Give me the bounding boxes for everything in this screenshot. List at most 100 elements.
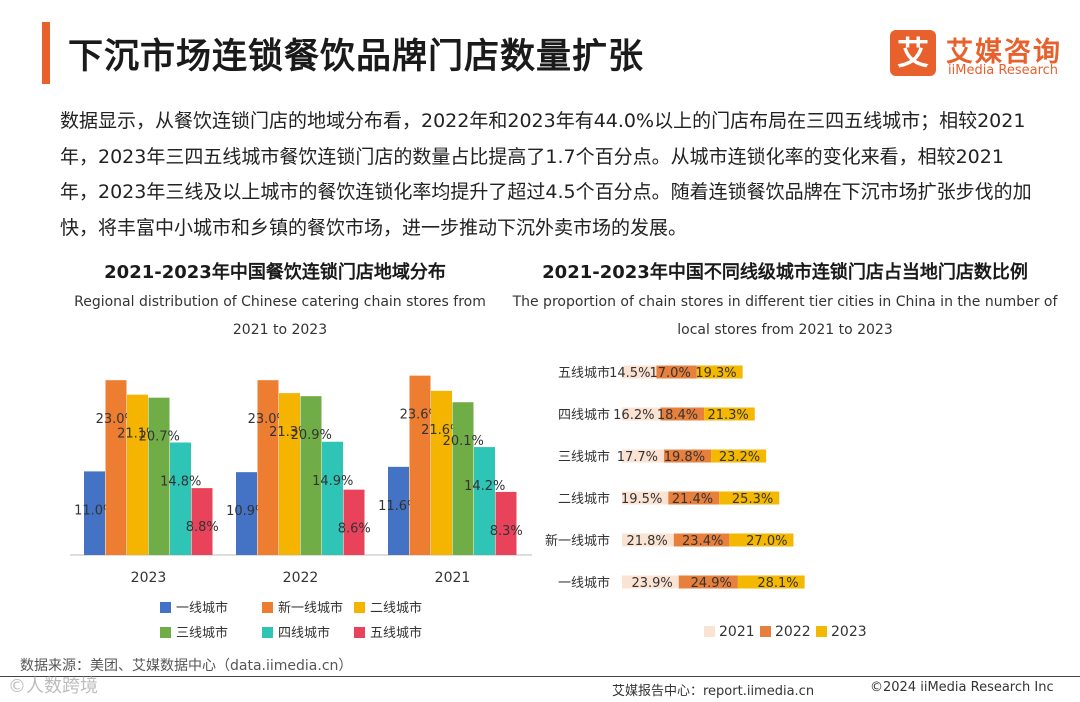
segment-label-新一线城市-2022: 23.4% — [682, 534, 723, 549]
footer-divider — [0, 676, 1080, 677]
legend-label-2023: 2023 — [831, 624, 867, 640]
bar-2021-三线城市 — [452, 402, 474, 555]
logo-en-text: iiMedia Research — [948, 63, 1059, 78]
right-chart-title: 2021-2023年中国不同线级城市连锁门店占当地门店数比例 — [542, 262, 1028, 283]
segment-一线城市-2022 — [678, 575, 738, 589]
segment-五线城市-2021 — [622, 365, 657, 379]
bar-2021-一线城市 — [388, 466, 409, 555]
bar-label-2023-一线城市: 11.0% — [74, 503, 115, 518]
legend-label-五线城市: 五线城市 — [370, 625, 422, 641]
bar-label-2023-二线城市: 21.1% — [117, 427, 158, 442]
legend-swatch-2023 — [816, 626, 827, 637]
y-tick-一线城市: 一线城市 — [558, 575, 610, 591]
segment-label-四线城市-2022: 18.4% — [657, 408, 698, 423]
segment-五线城市-2022 — [656, 365, 697, 379]
legend-label-一线城市: 一线城市 — [176, 600, 228, 616]
segment-label-二线城市-2021: 19.5% — [621, 492, 662, 507]
segment-label-二线城市-2023: 25.3% — [732, 492, 773, 507]
segment-五线城市-2023 — [696, 365, 743, 379]
segment-label-五线城市-2023: 19.3% — [695, 366, 736, 381]
segment-一线城市-2021 — [622, 575, 679, 589]
bar-label-2023-五线城市: 8.8% — [186, 520, 219, 535]
logo-icon: 艾 — [890, 30, 936, 76]
logo-cn-text: 艾媒咨询 — [946, 37, 1062, 68]
segment-label-一线城市-2021: 23.9% — [631, 576, 672, 591]
bar-label-2022-一线城市: 10.9% — [226, 504, 267, 519]
legend-swatch-一线城市 — [160, 602, 171, 613]
segment-四线城市-2022 — [660, 407, 705, 421]
y-tick-新一线城市: 新一线城市 — [545, 533, 610, 549]
bar-2023-五线城市 — [191, 488, 213, 555]
bar-2021-四线城市 — [474, 447, 495, 555]
bar-2023-三线城市 — [148, 397, 170, 555]
bar-label-2022-新一线城市: 23.0% — [248, 412, 289, 427]
legend-swatch-三线城市 — [160, 627, 171, 638]
bar-label-2022-五线城市: 8.6% — [338, 522, 371, 537]
bar-label-2023-三线城市: 20.7% — [139, 430, 180, 445]
bar-label-2021-四线城市: 14.2% — [464, 479, 505, 494]
footer-copyright: ©2024 iiMedia Research Inc — [870, 680, 1054, 695]
segment-label-四线城市-2023: 21.3% — [707, 408, 748, 423]
bar-2023-二线城市 — [127, 394, 148, 555]
legend-swatch-五线城市 — [354, 627, 365, 638]
bar-2022-新一线城市 — [257, 380, 279, 555]
intro-paragraph: 数据显示，从餐饮连锁门店的地域分布看，2022年和2023年有44.0%以上的门… — [60, 110, 1032, 239]
legend-label-新一线城市: 新一线城市 — [278, 600, 343, 616]
bar-label-2023-新一线城市: 23.0% — [96, 412, 137, 427]
segment-二线城市-2021 — [622, 491, 669, 505]
bar-label-2021-三线城市: 20.1% — [443, 434, 484, 449]
segment-label-新一线城市-2021: 21.8% — [626, 534, 667, 549]
segment-二线城市-2022 — [668, 491, 720, 505]
segment-label-五线城市-2022: 17.0% — [650, 366, 691, 381]
chain-ratio-chart: 五线城市 14.5% 17.0% 19.3% 四线城市 16.2% 18.4% 21.3% 三线… — [545, 365, 867, 640]
title-accent-bar — [42, 22, 50, 84]
y-tick-五线城市: 五线城市 — [558, 365, 610, 381]
bar-2021-新一线城市 — [409, 375, 431, 555]
bar-2022-四线城市 — [322, 441, 343, 555]
bar-2021-五线城市 — [495, 491, 517, 555]
x-tick-2021: 2021 — [435, 570, 471, 586]
bar-label-2022-四线城市: 14.9% — [312, 474, 353, 489]
bar-label-2023-四线城市: 14.8% — [160, 475, 201, 490]
bar-2023-新一线城市 — [105, 380, 127, 555]
bar-label-2021-五线城市: 8.3% — [490, 524, 523, 539]
legend-label-三线城市: 三线城市 — [176, 625, 228, 641]
x-tick-2022: 2022 — [283, 570, 319, 586]
segment-label-五线城市-2021: 14.5% — [609, 366, 650, 381]
watermark: ©人数跨境 — [8, 676, 98, 697]
bar-label-2021-二线城市: 21.6% — [421, 423, 462, 438]
segment-三线城市-2021 — [622, 449, 665, 463]
segment-新一线城市-2022 — [673, 533, 730, 547]
bar-2022-三线城市 — [300, 396, 322, 555]
legend-swatch-2021 — [704, 626, 715, 637]
y-tick-四线城市: 四线城市 — [558, 407, 610, 423]
segment-一线城市-2023 — [737, 575, 805, 589]
segment-新一线城市-2021 — [622, 533, 674, 547]
footer-report-link[interactable]: 艾媒报告中心：report.iimedia.cn — [612, 684, 815, 699]
legend-label-2022: 2022 — [775, 624, 811, 640]
x-tick-2023: 2023 — [131, 570, 167, 586]
footer-source: 数据来源：美团、艾媒数据中心（data.iimedia.cn） — [20, 658, 353, 674]
legend-label-2021: 2021 — [719, 624, 755, 640]
segment-三线城市-2022 — [664, 449, 712, 463]
segment-label-三线城市-2023: 23.2% — [719, 450, 760, 465]
y-tick-二线城市: 二线城市 — [558, 491, 610, 507]
bar-label-2021-一线城市: 11.6% — [378, 499, 419, 514]
segment-三线城市-2023 — [711, 449, 767, 463]
right-chart-subtitle: The proportion of chain stores in differ… — [512, 294, 1058, 338]
segment-label-二线城市-2022: 21.4% — [672, 492, 713, 507]
segment-label-三线城市-2021: 17.7% — [617, 450, 658, 465]
page-title: 下沉市场连锁餐饮品牌门店数量扩张 — [68, 37, 645, 77]
bar-2023-四线城市 — [170, 442, 191, 555]
legend-swatch-四线城市 — [262, 627, 273, 638]
legend-swatch-2022 — [760, 626, 771, 637]
y-tick-三线城市: 三线城市 — [558, 449, 610, 465]
bar-label-2021-新一线城市: 23.6% — [400, 408, 441, 423]
segment-四线城市-2023 — [704, 407, 755, 421]
segment-label-一线城市-2022: 24.9% — [691, 576, 732, 591]
bar-2022-五线城市 — [343, 489, 365, 555]
brand-logo: 艾 艾媒咨询 iiMedia Research — [890, 30, 1070, 82]
legend-swatch-二线城市 — [354, 602, 365, 613]
segment-四线城市-2021 — [622, 407, 661, 421]
segment-label-三线城市-2022: 19.8% — [664, 450, 705, 465]
